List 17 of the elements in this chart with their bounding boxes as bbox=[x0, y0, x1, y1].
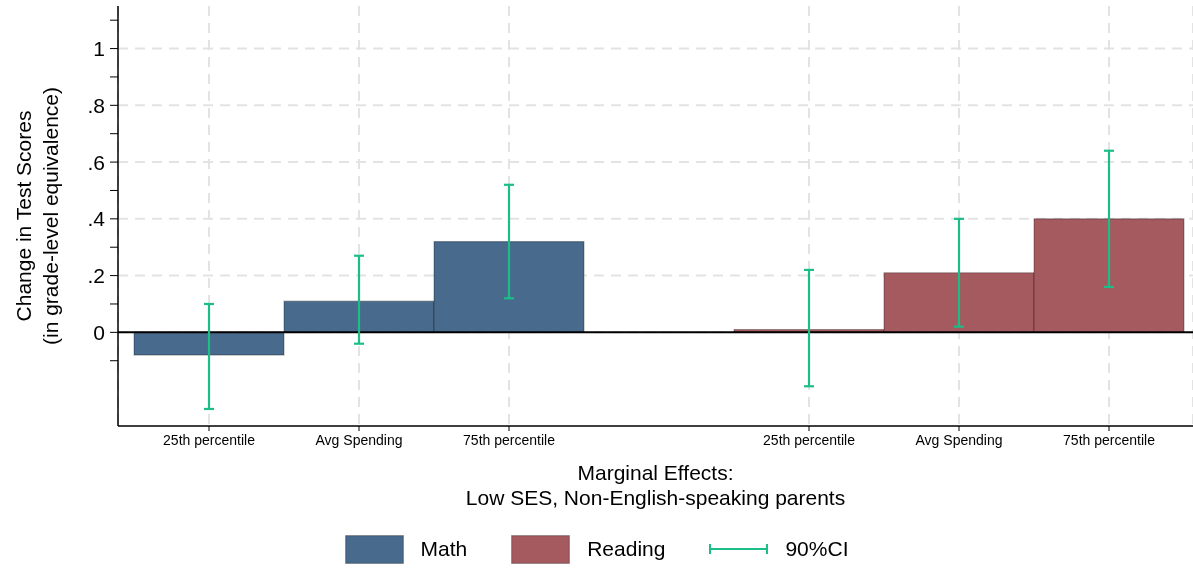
legend-label: Reading bbox=[587, 537, 666, 561]
y-tick-label: .6 bbox=[87, 150, 105, 174]
y-tick-label: .4 bbox=[87, 207, 106, 231]
x-tick-label: 25th percentile bbox=[163, 431, 256, 448]
y-tick-label: 0 bbox=[93, 320, 105, 344]
legend-label: Math bbox=[420, 537, 468, 561]
legend-label: 90%CI bbox=[785, 537, 849, 561]
y-tick-label: .2 bbox=[87, 264, 105, 288]
x-tick-label: 75th percentile bbox=[463, 431, 556, 448]
x-axis-title: Marginal Effects: Low SES, Non-English-speaking parents bbox=[465, 460, 846, 509]
y-tick-label: 1 bbox=[93, 37, 105, 61]
x-tick-label: 75th percentile bbox=[1063, 431, 1156, 448]
x-tick-label: Avg Spending bbox=[315, 431, 403, 448]
y-axis-title: Change in Test Scores (in grade-level equivalence) bbox=[11, 87, 61, 345]
y-tick-label: .8 bbox=[87, 93, 105, 117]
x-tick-label: Avg Spending bbox=[915, 431, 1003, 448]
x-tick-label: 25th percentile bbox=[763, 431, 856, 448]
